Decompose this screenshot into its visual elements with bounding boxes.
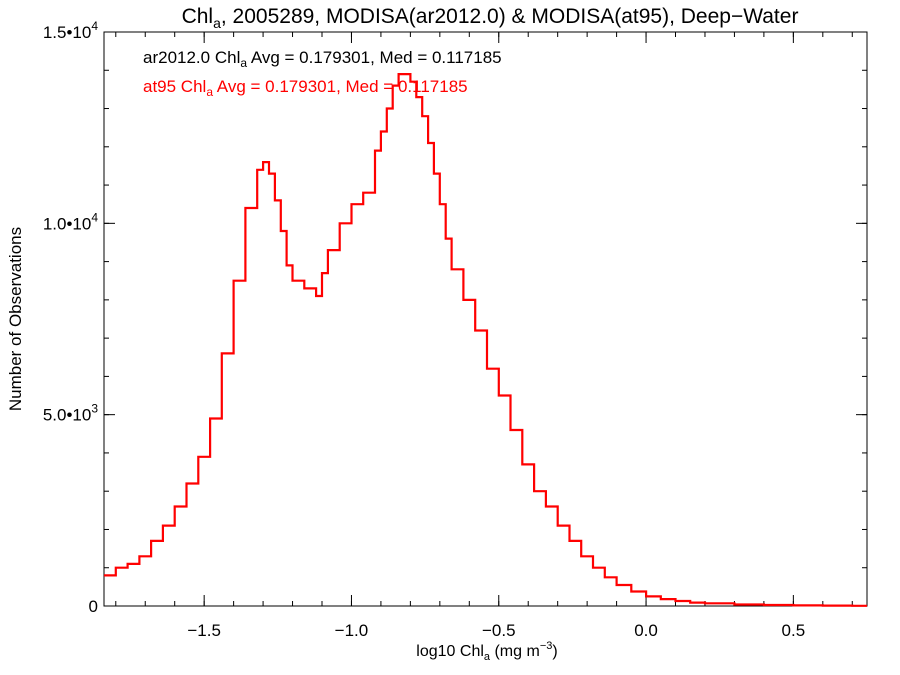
chart-title: Chla, 2005289, MODISA(ar2012.0) & MODISA… (182, 5, 799, 31)
annotation-at95: at95 Chla Avg = 0.179301, Med = 0.117185 (143, 77, 468, 99)
x-tick-label: 0.5 (782, 621, 806, 640)
y-tick-label: 1.0•104 (43, 210, 99, 233)
y-axis-label: Number of Observations (6, 227, 25, 411)
y-tick-label: 1.5•104 (43, 19, 99, 42)
x-axis-label: log10 Chla (mg m−3) (416, 640, 557, 663)
x-tick-label: −1.0 (335, 621, 369, 640)
series-line-at95 (104, 73, 867, 607)
x-tick-label: −0.5 (482, 621, 516, 640)
annotation-ar2012: ar2012.0 Chla Avg = 0.179301, Med = 0.11… (143, 48, 502, 70)
y-tick-label: 0 (89, 597, 98, 616)
x-tick-label: 0.0 (634, 621, 658, 640)
plot-frame (103, 31, 868, 607)
y-tick-label: 5.0•103 (43, 402, 99, 425)
x-tick-label: −1.5 (187, 621, 221, 640)
